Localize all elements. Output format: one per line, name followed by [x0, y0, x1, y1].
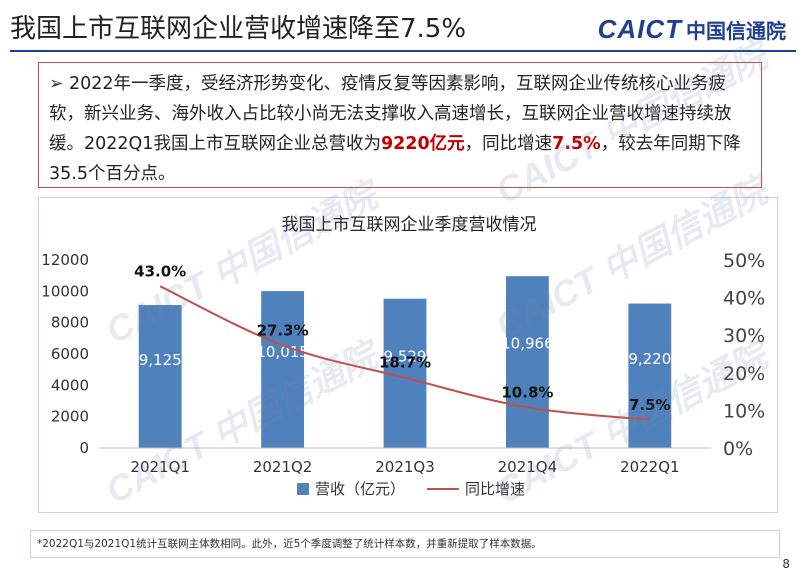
bar-revenue — [505, 276, 549, 448]
growth-rate-label: 43.0% — [134, 262, 186, 280]
y-left-tick-label: 8000 — [51, 314, 89, 332]
page-number: 8 — [782, 557, 790, 571]
bar-value-label: 9,220 — [628, 350, 671, 368]
summary-box: ➢ 2022年一季度，受经济形势变化、疫情反复等因素影响，互联网企业传统核心业务疲… — [38, 62, 762, 188]
y-right-tick-label: 30% — [723, 325, 765, 347]
x-tick-label: 2021Q4 — [498, 458, 558, 476]
growth-rate-label: 27.3% — [257, 321, 309, 339]
bar-revenue — [138, 305, 182, 448]
summary-text-1: 2022年一季度，受经济形势变化、疫情反复等因素影响，互联网企业传统核心业务疲软… — [49, 74, 732, 154]
footnote: *2022Q1与2021Q1统计互联网主体数相同。此外，近5个季度调整了统计样本… — [30, 530, 780, 558]
bar-value-label: 10,966 — [501, 334, 554, 352]
revenue-chart: 我国上市互联网企业季度营收情况 0 2000 4000 6000 8000 10000 120… — [41, 215, 765, 498]
bar-value-label: 10,015 — [256, 343, 309, 361]
growth-rate-label: 18.7% — [379, 354, 431, 372]
chart-container: 我国上市互联网企业季度营收情况 0 2000 4000 6000 8000 10000 120… — [38, 197, 778, 513]
y-left-tick-label: 4000 — [51, 376, 89, 394]
growth-rate-line — [159, 285, 650, 421]
legend-bar-label: 营收（亿元） — [315, 480, 405, 498]
caict-logo: CAICT 中国信通院 — [598, 14, 786, 45]
title-divider — [10, 50, 796, 52]
bar-value-label: 9,529 — [384, 347, 427, 365]
y-left-tick-label: 6000 — [51, 345, 89, 363]
y-left-tick-label: 2000 — [51, 408, 89, 426]
legend-bar-swatch — [297, 483, 309, 495]
bar-revenue — [261, 291, 305, 448]
growth-rate-label: 7.5% — [629, 396, 671, 414]
bullet-arrow-icon: ➢ — [49, 74, 64, 94]
summary-highlight-revenue: 9220亿元 — [380, 134, 465, 154]
bar-revenue — [628, 303, 672, 448]
legend-line-label: 同比增速 — [465, 480, 525, 498]
chart-title: 我国上市互联网企业季度营收情况 — [282, 215, 537, 235]
y-right-tick-label: 0% — [723, 438, 753, 460]
x-tick-label: 2021Q3 — [375, 458, 435, 476]
y-left-tick-label: 0 — [79, 439, 89, 457]
x-tick-label: 2021Q1 — [130, 458, 190, 476]
x-tick-label: 2021Q2 — [253, 458, 313, 476]
y-right-tick-label: 40% — [723, 288, 765, 310]
logo-cn: 中国信通院 — [686, 19, 786, 43]
y-right-tick-label: 10% — [723, 400, 765, 422]
y-left-tick-label: 12000 — [41, 251, 89, 269]
logo-en: CAICT — [597, 14, 682, 44]
summary-text-3: ，较去年同期下降35.5个百分点。 — [49, 134, 741, 184]
y-right-tick-label: 20% — [723, 363, 765, 385]
bar-value-label: 9,125 — [139, 351, 182, 369]
y-left-tick-label: 10000 — [41, 282, 89, 300]
slide-title: 我国上市互联网企业营收增速降至7.5% — [10, 14, 467, 44]
summary-text-2: ，同比增速 — [464, 134, 553, 154]
x-tick-label: 2022Q1 — [620, 458, 680, 476]
y-right-tick-label: 50% — [723, 250, 765, 272]
growth-rate-label: 10.8% — [501, 383, 553, 401]
summary-highlight-growth: 7.5% — [552, 134, 601, 154]
